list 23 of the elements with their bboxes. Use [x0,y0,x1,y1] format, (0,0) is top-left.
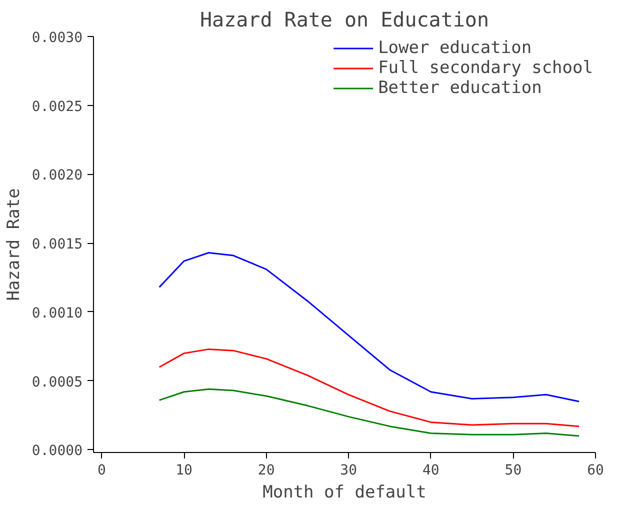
x-tick-label: 0 [98,462,106,478]
legend-label: Full secondary school [378,58,593,78]
chart-title: Hazard Rate on Education [200,8,489,32]
line-series [158,348,580,428]
y-tick-label: 0.0005 [32,374,83,390]
line-series [158,252,580,402]
x-tick-label: 60 [587,462,604,478]
x-tick-label: 20 [258,462,275,478]
y-tick-label: 0.0030 [32,30,83,46]
x-axis-title: Month of default [262,482,426,502]
line-series [158,388,580,437]
y-tick-label: 0.0020 [32,168,83,184]
y-tick-label: 0.0010 [32,305,83,322]
y-tick-label: 0.0025 [32,98,83,115]
legend-label: Lower education [378,38,532,58]
x-tick-label: 40 [422,462,440,478]
x-tick-label: 10 [176,462,192,478]
x-tick-label: 50 [504,462,522,478]
x-tick-label: 30 [340,462,358,478]
y-tick-label: 0.0015 [32,236,83,253]
y-axis-title: Hazard Rate [4,188,24,301]
legend-label: Better education [378,78,542,98]
y-tick-label: 0.0000 [32,443,83,460]
